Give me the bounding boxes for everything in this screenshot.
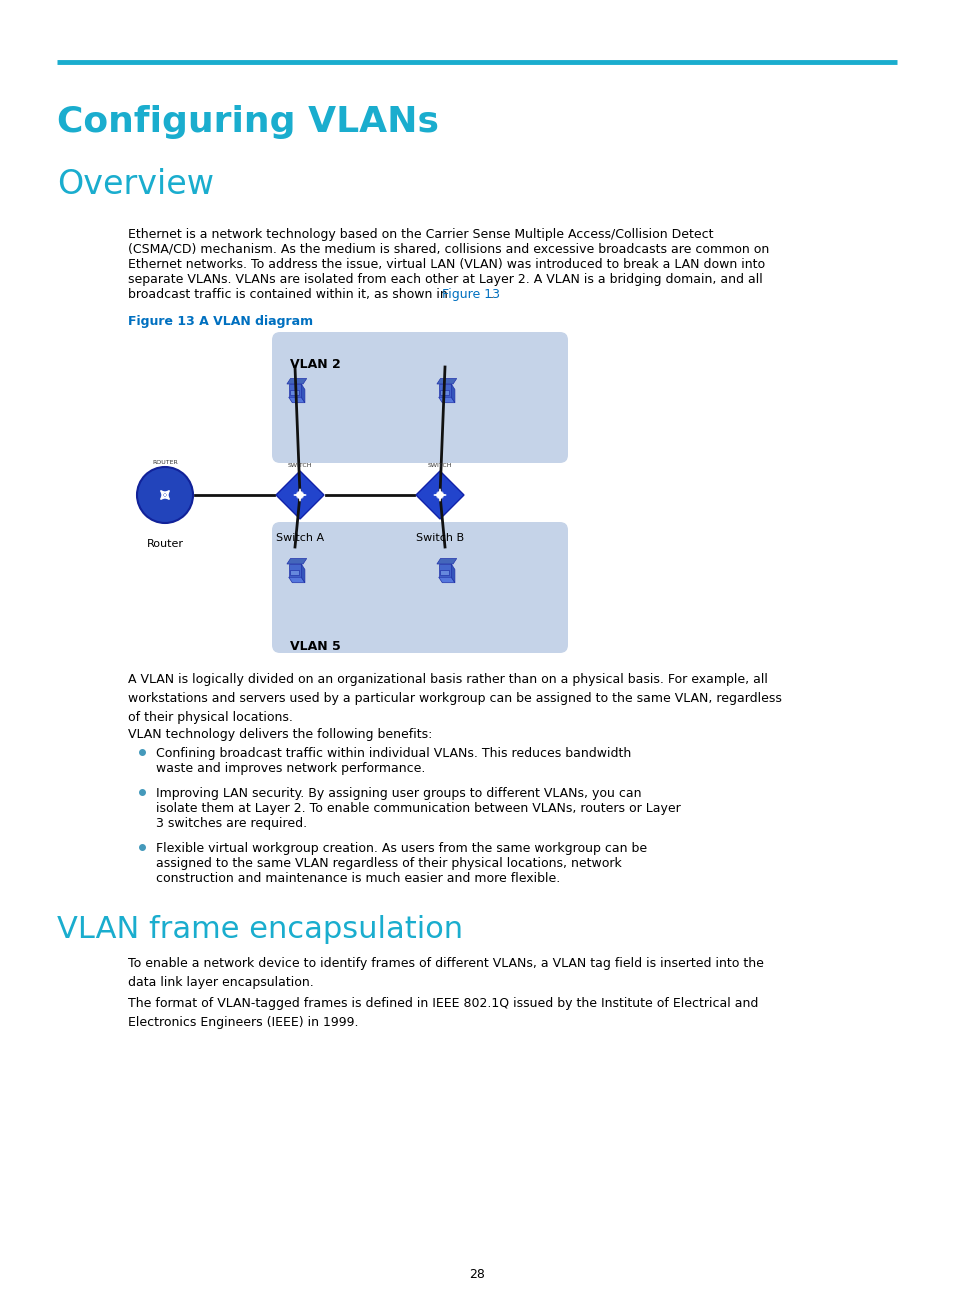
Text: broadcast traffic is contained within it, as shown in: broadcast traffic is contained within it…	[128, 288, 452, 301]
Text: 3 switches are required.: 3 switches are required.	[156, 816, 307, 829]
Polygon shape	[451, 564, 455, 583]
Text: waste and improves network performance.: waste and improves network performance.	[156, 762, 425, 775]
Text: Ethernet networks. To address the issue, virtual LAN (VLAN) was introduced to br: Ethernet networks. To address the issue,…	[128, 258, 764, 271]
Polygon shape	[438, 577, 455, 583]
Polygon shape	[289, 577, 305, 583]
Text: Confining broadcast traffic within individual VLANs. This reduces bandwidth: Confining broadcast traffic within indiv…	[156, 746, 631, 759]
Text: construction and maintenance is much easier and more flexible.: construction and maintenance is much eas…	[156, 872, 559, 885]
FancyBboxPatch shape	[272, 522, 567, 653]
Text: SWITCH: SWITCH	[427, 463, 452, 468]
FancyBboxPatch shape	[272, 332, 567, 463]
FancyBboxPatch shape	[440, 390, 449, 395]
Polygon shape	[287, 378, 306, 384]
Text: isolate them at Layer 2. To enable communication between VLANs, routers or Layer: isolate them at Layer 2. To enable commu…	[156, 802, 680, 815]
Polygon shape	[416, 470, 463, 518]
Polygon shape	[289, 384, 301, 397]
Polygon shape	[301, 564, 305, 583]
Polygon shape	[438, 384, 451, 397]
Text: Configuring VLANs: Configuring VLANs	[57, 105, 438, 139]
Text: Switch B: Switch B	[416, 533, 463, 543]
Polygon shape	[451, 384, 455, 403]
Polygon shape	[287, 559, 306, 564]
Polygon shape	[436, 378, 456, 384]
Polygon shape	[436, 559, 456, 564]
Text: Flexible virtual workgroup creation. As users from the same workgroup can be: Flexible virtual workgroup creation. As …	[156, 842, 646, 855]
Text: Overview: Overview	[57, 168, 213, 201]
Polygon shape	[438, 564, 451, 577]
Text: VLAN 2: VLAN 2	[290, 358, 340, 371]
Polygon shape	[301, 384, 305, 403]
Circle shape	[137, 467, 193, 524]
FancyBboxPatch shape	[291, 569, 299, 575]
Text: separate VLANs. VLANs are isolated from each other at Layer 2. A VLAN is a bridg: separate VLANs. VLANs are isolated from …	[128, 273, 762, 286]
Text: SWITCH: SWITCH	[288, 463, 312, 468]
Text: 28: 28	[469, 1267, 484, 1280]
Polygon shape	[275, 470, 324, 518]
Text: VLAN frame encapsulation: VLAN frame encapsulation	[57, 915, 462, 943]
Text: A VLAN is logically divided on an organizational basis rather than on a physical: A VLAN is logically divided on an organi…	[128, 673, 781, 724]
Text: Ethernet is a network technology based on the Carrier Sense Multiple Access/Coll: Ethernet is a network technology based o…	[128, 228, 713, 241]
Text: .: .	[490, 288, 494, 301]
Text: (CSMA/CD) mechanism. As the medium is shared, collisions and excessive broadcast: (CSMA/CD) mechanism. As the medium is sh…	[128, 244, 768, 257]
Text: Router: Router	[147, 539, 183, 550]
FancyBboxPatch shape	[440, 569, 449, 575]
Text: Figure 13: Figure 13	[441, 288, 499, 301]
Text: assigned to the same VLAN regardless of their physical locations, network: assigned to the same VLAN regardless of …	[156, 857, 621, 870]
Text: Switch A: Switch A	[275, 533, 324, 543]
Polygon shape	[289, 564, 301, 577]
Text: VLAN 5: VLAN 5	[290, 640, 340, 653]
Text: Improving LAN security. By assigning user groups to different VLANs, you can: Improving LAN security. By assigning use…	[156, 787, 640, 800]
Polygon shape	[438, 397, 455, 403]
Text: The format of VLAN-tagged frames is defined in IEEE 802.1Q issued by the Institu: The format of VLAN-tagged frames is defi…	[128, 997, 758, 1029]
Text: Figure 13 A VLAN diagram: Figure 13 A VLAN diagram	[128, 315, 313, 328]
Polygon shape	[289, 397, 305, 403]
Text: To enable a network device to identify frames of different VLANs, a VLAN tag fie: To enable a network device to identify f…	[128, 956, 763, 989]
FancyBboxPatch shape	[291, 390, 299, 395]
Text: VLAN technology delivers the following benefits:: VLAN technology delivers the following b…	[128, 728, 432, 741]
Text: ROUTER: ROUTER	[152, 460, 177, 465]
